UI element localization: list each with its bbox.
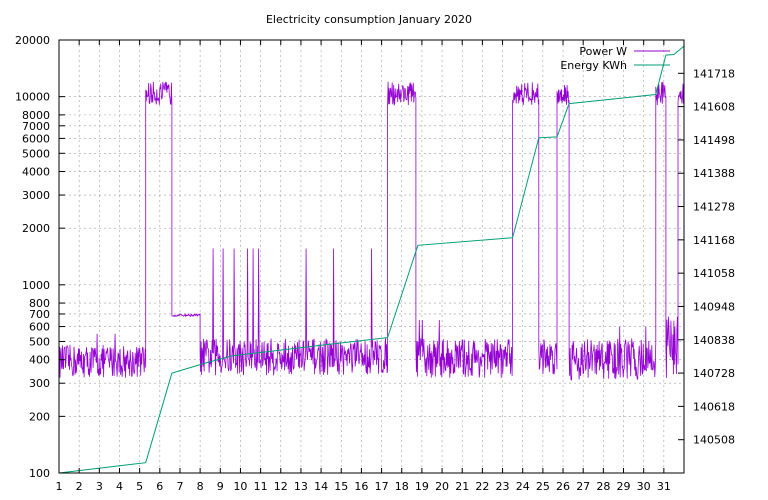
y-right-tick-label: 141718 [693,67,735,80]
x-tick-label: 30 [637,480,651,493]
x-tick-label: 13 [294,480,308,493]
x-tick-label: 18 [395,480,409,493]
x-tick-label: 28 [596,480,610,493]
x-tick-label: 21 [455,480,469,493]
x-tick-label: 1 [56,480,63,493]
x-tick-label: 23 [496,480,510,493]
x-tick-label: 24 [516,480,530,493]
x-tick-label: 29 [617,480,631,493]
y-right-tick-label: 140508 [693,434,735,447]
y-right-tick-label: 141168 [693,234,735,247]
y-left-tick-label: 1000 [22,279,50,292]
x-tick-label: 31 [657,480,671,493]
y-left-tick-label: 200 [29,410,50,423]
y-right-tick-label: 140838 [693,334,735,347]
x-tick-label: 10 [233,480,247,493]
legend: Power W Energy KWh [560,45,670,72]
y-right-tick-label: 141608 [693,101,735,114]
y-left-tick-label: 8000 [22,109,50,122]
x-tick-label: 17 [375,480,389,493]
x-tick-label: 26 [556,480,570,493]
y-left-tick-label: 2000 [22,222,50,235]
grid [59,40,684,473]
tick-layer: 1 2 3 4 5 6 7 8 9 10 11 12 13 14 15 16 17 18 19 20 21 22 23 24 2… [15,34,735,493]
series-power-line [58,81,685,381]
y-left-tick-label: 4000 [22,166,50,179]
y-right-tick-label: 140728 [693,367,735,380]
x-tick-label: 19 [415,480,429,493]
x-tick-label: 12 [274,480,288,493]
x-tick-label: 11 [254,480,268,493]
x-tick-label: 4 [116,480,123,493]
x-tick-label: 20 [435,480,449,493]
y-left-tick-label: 100 [29,467,50,480]
y-left-tick-label: 300 [29,377,50,390]
x-tick-label: 5 [136,480,143,493]
series-layer [58,45,685,474]
x-tick-label: 3 [96,480,103,493]
legend-entry-power-label: Power W [579,45,627,58]
x-tick-label: 25 [536,480,550,493]
y-left-tick-label: 10000 [15,91,50,104]
x-tick-label: 16 [354,480,368,493]
y-left-tick-label: 800 [29,297,50,310]
y-right-tick-label: 140948 [693,300,735,313]
y-left-tick-label: 5000 [22,147,50,160]
y-right-tick-label: 141498 [693,134,735,147]
x-tick-label: 7 [176,480,183,493]
y-left-tick-label: 400 [29,354,50,367]
y-left-tick-label: 500 [29,335,50,348]
y-left-tick-label: 700 [29,308,50,321]
y-right-tick-label: 141388 [693,167,735,180]
x-tick-label: 2 [76,480,83,493]
x-tick-label: 8 [197,480,204,493]
plot-frame [58,39,685,474]
x-tick-label: 9 [217,480,224,493]
y-right-tick-label: 141278 [693,201,735,214]
x-tick-label: 15 [334,480,348,493]
chart-title: Electricity consumption January 2020 [266,13,472,26]
series-energy-line [58,45,685,474]
y-left-tick-label: 600 [29,321,50,334]
y-left-tick-label: 7000 [22,120,50,133]
y-right-tick-label: 140618 [693,400,735,413]
y-left-tick-label: 6000 [22,132,50,145]
x-tick-label: 6 [156,480,163,493]
x-tick-label: 27 [576,480,590,493]
y-left-tick-label: 20000 [15,34,50,47]
x-tick-label: 22 [475,480,489,493]
y-left-tick-label: 3000 [22,189,50,202]
y-right-tick-label: 141058 [693,267,735,280]
x-tick-label: 14 [314,480,328,493]
legend-entry-energy-label: Energy KWh [560,59,627,72]
